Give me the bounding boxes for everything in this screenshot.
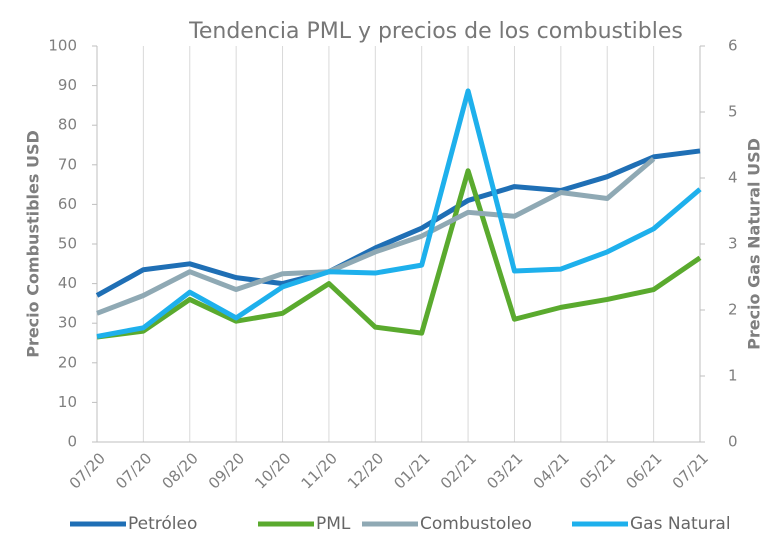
y-tick-label: 40 [58,274,77,292]
y2-tick-label: 1 [728,367,738,385]
legend-label: Combustoleo [420,514,532,534]
y-tick-label: 30 [58,314,77,332]
x-tick-label: 04/21 [530,449,573,492]
y-tick-label: 70 [58,155,77,173]
y2-tick-label: 2 [728,301,738,319]
y2-tick-label: 0 [728,433,738,451]
y-tick-label: 10 [58,393,77,411]
x-tick-label: 06/21 [622,449,665,492]
x-tick-label: 08/20 [158,449,201,492]
y-tick-label: 0 [67,433,77,451]
legend-label: Gas Natural [630,514,731,534]
y-tick-label: 50 [58,235,77,253]
legend-label: PML [316,514,351,534]
x-tick-label: 07/21 [669,449,712,492]
y2-axis-label: Precio Gas Natural USD [745,138,764,350]
y2-tick-label: 4 [728,169,738,187]
x-tick-label: 10/20 [251,449,294,492]
x-tick-label: 02/21 [437,449,480,492]
series-line [96,156,656,316]
series-line [96,88,702,339]
y-tick-label: 60 [58,195,77,213]
x-tick-label: 11/20 [298,449,341,492]
y-axis-label: Precio Combustibles USD [24,130,43,358]
x-tick-label: 07/20 [112,449,155,492]
y2-tick-label: 5 [728,103,738,121]
x-tick-label: 09/20 [205,449,248,492]
x-tick-label: 05/21 [576,449,619,492]
x-tick-label: 12/20 [344,449,387,492]
series-line [95,148,701,298]
x-tick-label: 01/21 [390,449,433,492]
series-line [96,168,702,340]
y-tick-label: 80 [58,116,77,134]
x-tick-label: 07/20 [66,449,109,492]
y2-tick-label: 3 [728,235,738,253]
legend-label: Petróleo [128,514,197,534]
y-tick-label: 20 [58,353,77,371]
chart-title: Tendencia PML y precios de los combustib… [188,19,683,44]
x-tick-label: 03/21 [483,449,526,492]
y-tick-label: 90 [58,76,77,94]
y-tick-label: 100 [48,37,77,55]
y2-tick-label: 6 [728,37,738,55]
